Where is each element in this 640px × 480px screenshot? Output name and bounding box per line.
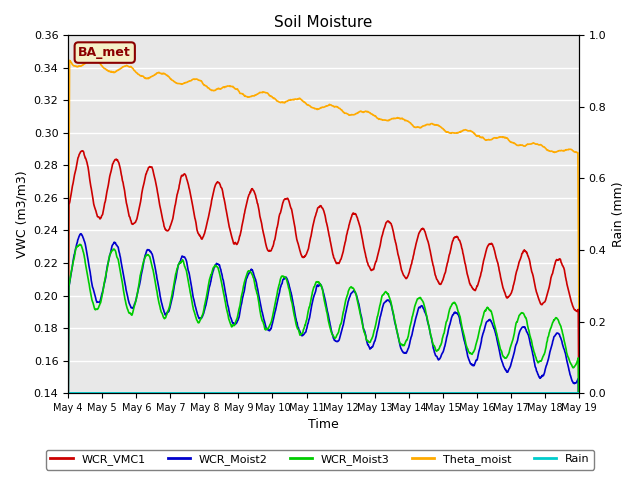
WCR_VMC1	[179, 173, 186, 179]
WCR_Moist2	[166, 306, 173, 312]
WCR_Moist3	[166, 303, 173, 309]
Theta_moist	[64, 337, 72, 343]
X-axis label: Time: Time	[308, 419, 339, 432]
Theta_moist	[236, 89, 243, 95]
Line: WCR_VMC1: WCR_VMC1	[68, 151, 579, 433]
WCR_Moist3	[64, 418, 72, 424]
Title: Soil Moisture: Soil Moisture	[275, 15, 372, 30]
WCR_Moist2	[470, 362, 477, 368]
WCR_Moist2	[236, 313, 243, 319]
Y-axis label: Rain (mm): Rain (mm)	[612, 181, 625, 247]
Rain	[235, 390, 243, 396]
Rain	[469, 390, 477, 396]
WCR_Moist2	[575, 472, 583, 478]
WCR_Moist2	[64, 419, 72, 425]
Y-axis label: VWC (m3/m3): VWC (m3/m3)	[15, 170, 28, 258]
WCR_Moist2	[515, 332, 522, 338]
WCR_Moist2	[403, 349, 411, 355]
Rain	[64, 390, 72, 396]
Rain	[403, 390, 410, 396]
Rain	[575, 390, 583, 396]
WCR_VMC1	[166, 226, 173, 231]
Rain	[166, 390, 173, 396]
WCR_VMC1	[236, 235, 243, 240]
Rain	[178, 390, 186, 396]
WCR_Moist3	[236, 305, 243, 311]
Line: Theta_moist: Theta_moist	[68, 59, 579, 340]
WCR_VMC1	[403, 275, 411, 281]
Line: WCR_Moist3: WCR_Moist3	[68, 244, 579, 462]
WCR_VMC1	[64, 369, 72, 374]
WCR_Moist3	[76, 241, 84, 247]
Theta_moist	[403, 118, 411, 124]
WCR_Moist3	[470, 349, 477, 355]
WCR_VMC1	[79, 148, 86, 154]
WCR_VMC1	[575, 431, 583, 436]
Rain	[515, 390, 522, 396]
WCR_Moist3	[515, 314, 522, 320]
WCR_Moist3	[575, 459, 583, 465]
Text: BA_met: BA_met	[78, 46, 131, 59]
Legend: WCR_VMC1, WCR_Moist2, WCR_Moist3, Theta_moist, Rain: WCR_VMC1, WCR_Moist2, WCR_Moist3, Theta_…	[46, 450, 594, 469]
WCR_Moist3	[403, 337, 411, 343]
WCR_Moist3	[179, 258, 186, 264]
WCR_VMC1	[470, 287, 477, 292]
Theta_moist	[470, 130, 477, 135]
Theta_moist	[166, 75, 173, 81]
Theta_moist	[575, 325, 583, 331]
WCR_Moist2	[77, 231, 84, 237]
WCR_VMC1	[515, 261, 522, 267]
Line: WCR_Moist2: WCR_Moist2	[68, 234, 579, 475]
Theta_moist	[179, 81, 186, 87]
Theta_moist	[88, 56, 96, 62]
WCR_Moist2	[179, 253, 186, 259]
Theta_moist	[515, 143, 522, 148]
